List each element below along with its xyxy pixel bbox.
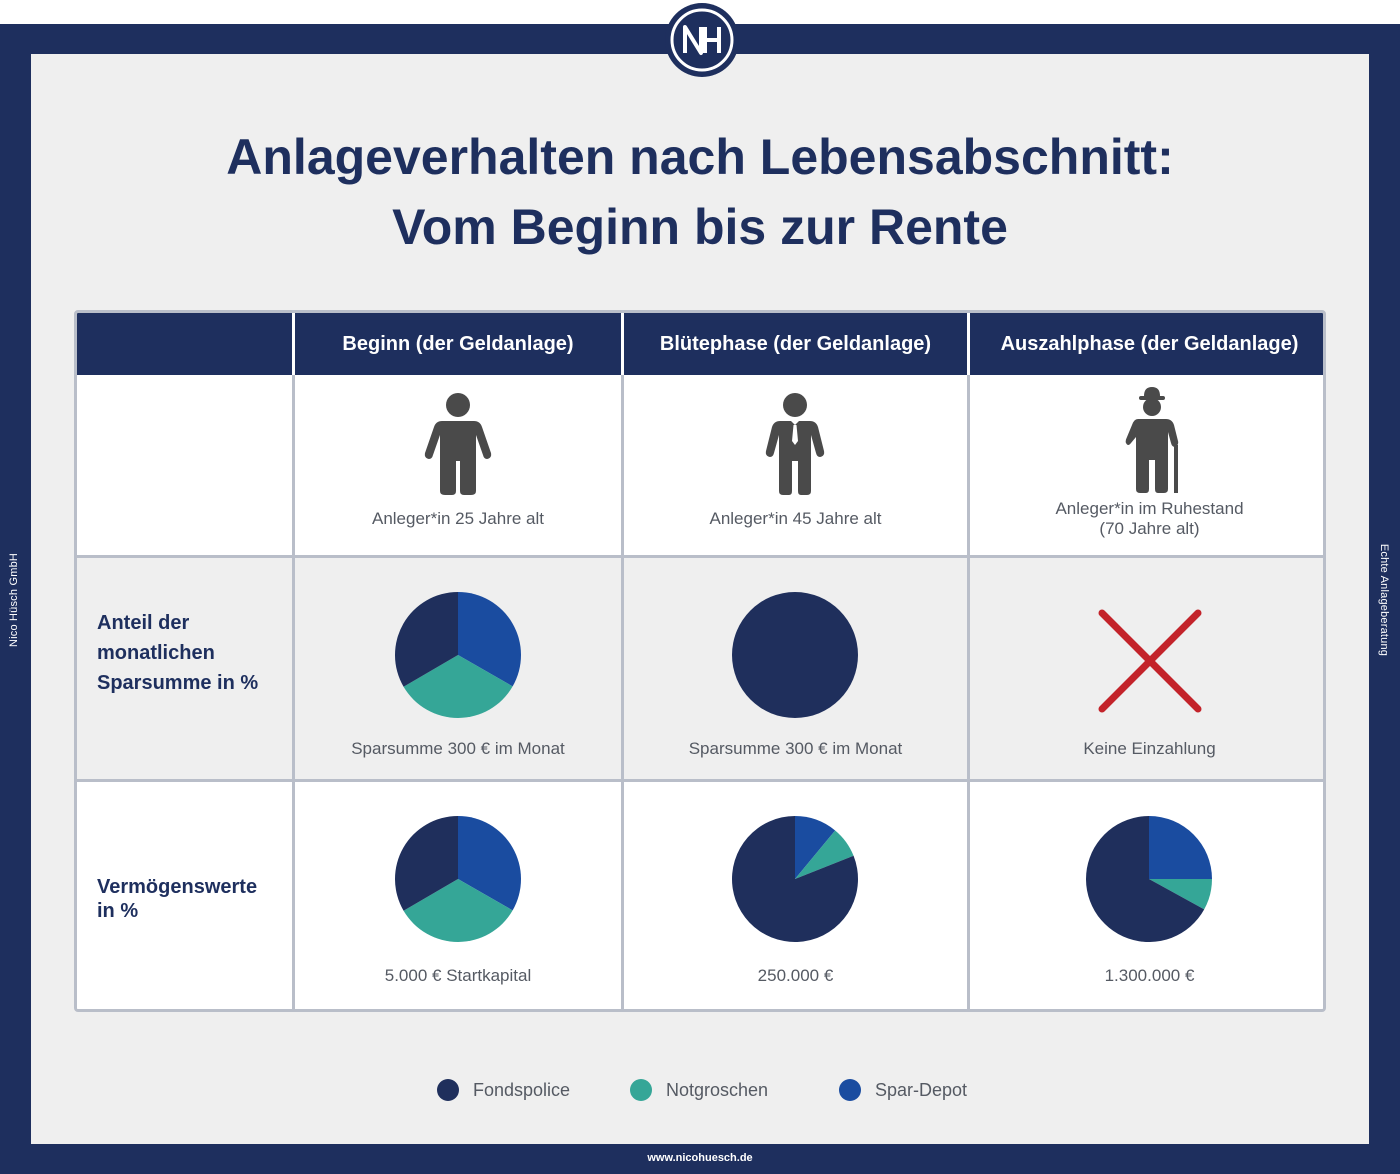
pie-slice-fondspolice	[732, 592, 858, 718]
assets-caption: 5.000 € Startkapital	[384, 966, 532, 985]
header-divider	[621, 313, 624, 375]
pie-monthly-bluete	[732, 592, 858, 718]
monthly-caption: Sparsumme 300 € im Monat	[351, 739, 565, 758]
row-label-line: Anteil der	[97, 612, 190, 634]
cell-person-young: Anleger*in 25 Jahre alt	[295, 375, 621, 555]
legend-label: Fondspolice	[473, 1079, 571, 1100]
legend-swatch	[437, 1079, 459, 1101]
adult-person-icon	[765, 393, 825, 495]
row-person-bg	[77, 375, 1323, 555]
legend-item-fondspolice: Fondspolice	[437, 1078, 570, 1102]
no-payment-cross-icon	[1098, 609, 1202, 713]
row-label-line: Vermögenswerte	[97, 876, 258, 898]
cell-assets-auszahl: 1.300.000 €	[970, 782, 1323, 1009]
page-title-line2: Vom Beginn bis zur Rente	[392, 199, 1008, 255]
page-title-line1: Anlageverhalten nach Lebensabschnitt:	[226, 129, 1174, 185]
cell-person-senior: Anleger*in im Ruhestand (70 Jahre alt)	[970, 375, 1323, 555]
header-empty-cell	[77, 313, 292, 375]
pie-slice-notgroschen	[795, 830, 854, 879]
pie-assets-bluete	[732, 816, 858, 942]
grid-line	[621, 313, 624, 1009]
pie-slice-fondspolice	[1086, 816, 1205, 942]
person-caption-age: (70 Jahre alt)	[1099, 519, 1200, 538]
website-url[interactable]: www.nicohuesch.de	[647, 1152, 753, 1164]
logo-emblem	[670, 8, 734, 72]
header-divider	[967, 313, 970, 375]
grid-line	[77, 555, 1323, 558]
monthly-caption: Keine Einzahlung	[1083, 739, 1216, 758]
pie-monthly-beginn	[395, 592, 521, 718]
legend-label: Spar-Depot	[875, 1079, 968, 1100]
col-header-bluetephase: Blütephase (der Geldanlage)	[624, 313, 967, 375]
company-name-side: Nico Hüsch GmbH	[8, 552, 20, 648]
person-caption: Anleger*in 45 Jahre alt	[709, 509, 882, 528]
row-label-monthly: Anteil der monatlichen Sparsumme in %	[77, 608, 292, 698]
grid-line	[292, 313, 295, 1009]
pie-slice-spar-depot	[458, 816, 521, 911]
legend-swatch	[630, 1079, 652, 1101]
col-header-beginn: Beginn (der Geldanlage)	[295, 313, 621, 375]
senior-with-cane-icon	[1125, 387, 1179, 493]
comparison-table: Beginn (der Geldanlage) Blütephase (der …	[74, 310, 1326, 1012]
tagline-side: Echte Anlageberatung	[1378, 543, 1390, 657]
person-caption: Anleger*in 25 Jahre alt	[371, 509, 544, 528]
row-label-line: monatlichen	[97, 642, 215, 664]
grid-line	[967, 313, 970, 1009]
young-person-icon	[424, 393, 492, 495]
row-monthly-bg	[77, 558, 1323, 779]
row-label-line: Sparsumme in %	[97, 672, 259, 694]
legend-item-notgroschen: Notgroschen	[630, 1078, 768, 1102]
pie-assets-auszahl	[1086, 816, 1212, 942]
pie-slice-spar-depot	[458, 592, 521, 687]
grid-line	[77, 779, 1323, 782]
pie-slice-fondspolice	[732, 816, 858, 942]
cell-assets-bluete: 250.000 €	[624, 782, 967, 1009]
monthly-caption: Sparsumme 300 € im Monat	[688, 739, 903, 758]
cell-person-adult: Anleger*in 45 Jahre alt	[624, 375, 967, 555]
pie-assets-beginn	[395, 816, 521, 942]
legend-swatch	[839, 1079, 861, 1101]
assets-caption: 1.300.000 €	[1104, 966, 1195, 985]
row-label-assets: Vermögenswerte in %	[77, 875, 292, 923]
col-header-auszahlphase: Auszahlphase (der Geldanlage)	[970, 313, 1323, 375]
pie-slice-notgroschen	[1149, 879, 1212, 910]
pie-slice-notgroschen	[403, 879, 513, 942]
pie-slice-spar-depot	[1149, 816, 1212, 879]
cell-monthly-beginn: Sparsumme 300 € im Monat	[295, 558, 621, 779]
assets-caption: 250.000 €	[757, 966, 834, 985]
legend-label: Notgroschen	[666, 1079, 769, 1100]
pie-slice-spar-depot	[795, 816, 836, 879]
pie-slice-fondspolice	[395, 816, 458, 911]
header-divider	[292, 313, 295, 375]
nh-logo	[665, 3, 739, 77]
row-label-line: in %	[97, 900, 139, 922]
cell-monthly-bluete: Sparsumme 300 € im Monat	[624, 558, 967, 779]
pie-slice-notgroschen	[403, 655, 513, 718]
pie-slice-fondspolice	[395, 592, 458, 687]
cell-assets-beginn: 5.000 € Startkapital	[295, 782, 621, 1009]
person-caption: Anleger*in im Ruhestand	[1055, 499, 1244, 518]
legend-item-spardepot: Spar-Depot	[839, 1078, 967, 1102]
cell-monthly-auszahl: Keine Einzahlung	[970, 558, 1323, 779]
